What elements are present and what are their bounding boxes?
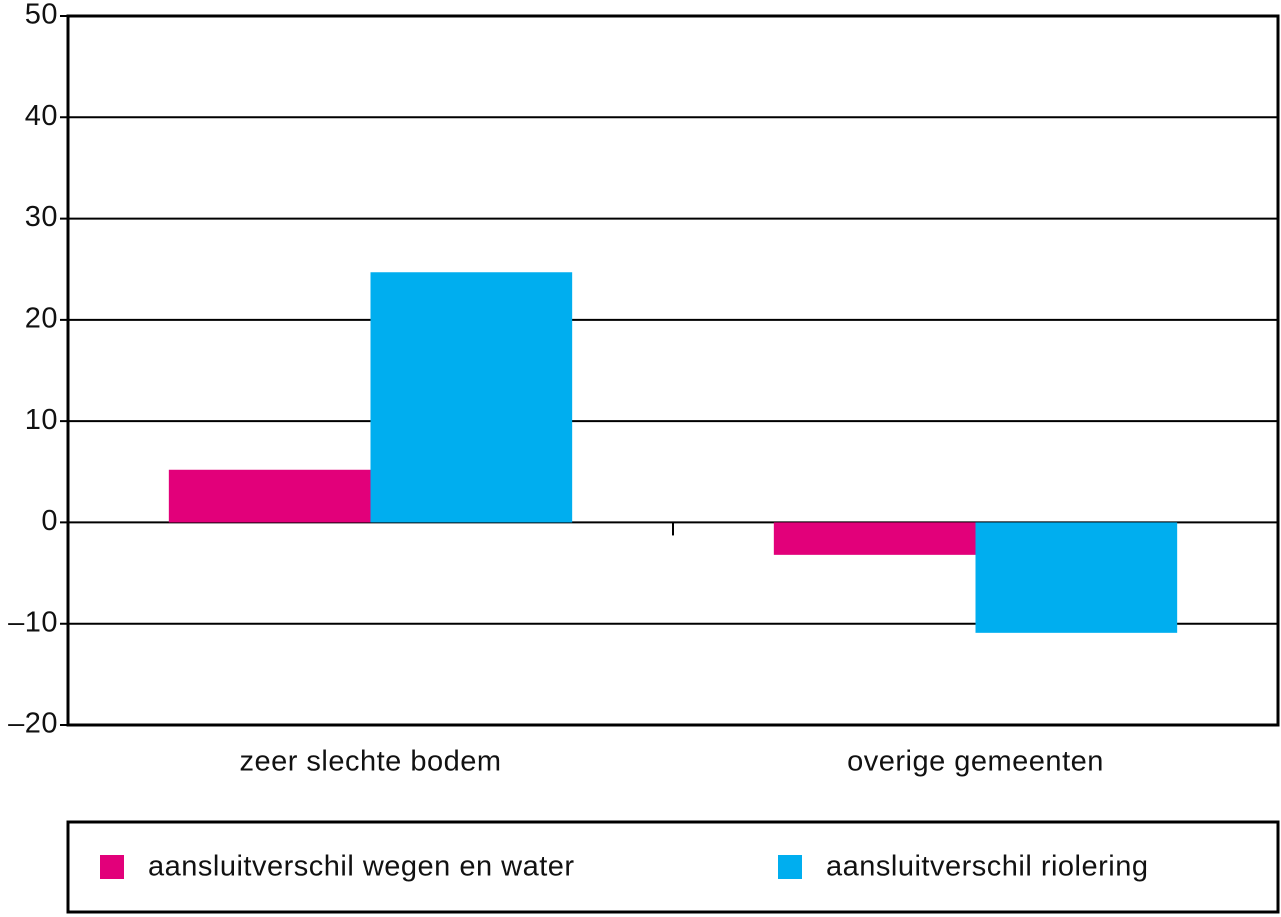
bar xyxy=(773,522,976,555)
bar xyxy=(975,522,1178,633)
y-tick-label: 10 xyxy=(25,404,58,436)
plot-frame xyxy=(66,14,1280,727)
y-tick-label: 20 xyxy=(25,303,58,335)
legend-label: aansluitverschil riolering xyxy=(826,851,1148,883)
legend-swatch xyxy=(778,855,802,879)
y-tick-label: 0 xyxy=(41,505,58,537)
x-tick-label: overige gemeenten xyxy=(847,746,1104,778)
bar xyxy=(370,272,573,523)
y-tick-label: 40 xyxy=(25,100,58,132)
y-tick-label: 50 xyxy=(25,0,58,31)
x-tick-label: zeer slechte bodem xyxy=(239,746,501,778)
y-tick-label: –10 xyxy=(8,606,58,638)
legend-swatch xyxy=(100,855,124,879)
legend-box xyxy=(66,820,1280,914)
y-tick-label: 30 xyxy=(25,201,58,233)
bar xyxy=(168,469,371,523)
y-tick-label: –20 xyxy=(8,708,58,740)
legend-label: aansluitverschil wegen en water xyxy=(148,851,575,883)
